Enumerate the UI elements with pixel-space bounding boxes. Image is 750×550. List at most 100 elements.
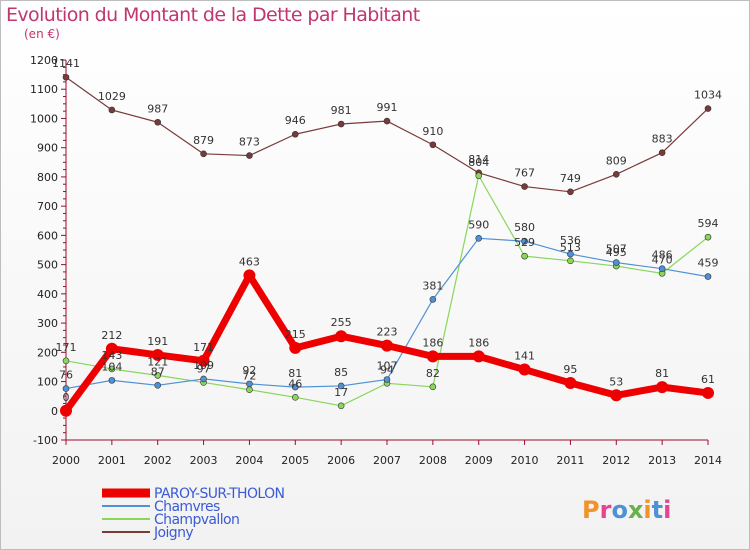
data-label: 171 — [56, 341, 77, 354]
data-label: 529 — [514, 236, 535, 249]
data-label: 186 — [468, 336, 489, 349]
data-label: 0 — [63, 391, 70, 404]
data-point — [246, 380, 253, 388]
data-label: 87 — [151, 365, 165, 378]
data-point — [154, 372, 162, 379]
series-line — [65, 76, 709, 193]
data-label: 81 — [655, 367, 669, 380]
data-point — [151, 348, 164, 361]
data-point — [521, 183, 528, 190]
data-label: 215 — [285, 328, 306, 341]
data-point — [518, 363, 531, 376]
data-label: 470 — [652, 253, 673, 266]
data-point — [426, 350, 439, 363]
data-label: 109 — [193, 359, 214, 372]
data-point — [105, 342, 118, 355]
x-tick-label: 2003 — [190, 454, 218, 467]
data-label: 186 — [422, 336, 443, 349]
data-label: 141 — [514, 350, 535, 363]
proxiti-logo: Proxiti — [582, 496, 671, 524]
data-point — [381, 339, 393, 352]
x-tick-label: 2011 — [556, 454, 584, 467]
chart-subtitle: (en €) — [24, 27, 60, 41]
data-label: 92 — [242, 364, 256, 377]
data-label: 981 — [331, 104, 352, 117]
data-label: 107 — [377, 359, 398, 372]
data-point — [289, 341, 302, 354]
data-label: 85 — [334, 366, 348, 379]
data-point — [567, 257, 574, 265]
y-tick-label: 800 — [37, 171, 58, 184]
data-label: 94 — [380, 363, 394, 376]
data-point — [108, 106, 116, 114]
data-label: 594 — [698, 217, 719, 230]
data-point — [658, 265, 666, 273]
data-label: 486 — [652, 249, 673, 262]
data-point — [108, 365, 116, 373]
legend-label: Champvallon — [154, 512, 239, 528]
logo-letter: o — [611, 496, 628, 524]
data-label: 879 — [193, 134, 214, 147]
data-point — [200, 375, 207, 383]
y-tick-label: 500 — [37, 259, 58, 272]
logo-letter: i — [663, 496, 671, 524]
data-label: 121 — [147, 355, 168, 368]
data-label: 814 — [468, 153, 489, 166]
data-label: 61 — [701, 373, 715, 386]
data-label: 212 — [101, 329, 122, 342]
data-point — [291, 383, 299, 391]
data-point — [612, 170, 620, 178]
data-point — [383, 117, 391, 125]
logo-text: Proxiti — [582, 496, 671, 524]
data-point — [610, 389, 623, 402]
data-label: 873 — [239, 136, 260, 149]
data-point — [656, 381, 669, 394]
data-point — [567, 188, 574, 196]
data-point — [472, 350, 485, 363]
series-labels: 0 212 191 171 463 215 255 223 186 186 141 95 53 81 61 7… — [52, 57, 722, 404]
data-label: 590 — [468, 218, 489, 231]
legend-label: Chamvres — [154, 499, 220, 515]
data-point — [702, 386, 714, 399]
data-label: 255 — [331, 316, 352, 329]
chart-axes: -100 0 100 200 300 400 500 600 700 800 900 1000 1100… — [30, 54, 722, 467]
data-label: 463 — [239, 255, 260, 268]
data-label: 53 — [609, 375, 623, 388]
data-point — [521, 252, 528, 260]
x-tick-label: 2010 — [511, 454, 539, 467]
data-point — [108, 377, 116, 384]
data-point — [475, 235, 483, 242]
data-point — [154, 118, 162, 126]
data-point — [475, 172, 483, 180]
data-label: 749 — [560, 172, 581, 185]
data-label: 143 — [101, 349, 122, 362]
x-tick-label: 2009 — [465, 454, 493, 467]
logo-letter: t — [652, 496, 663, 524]
logo-letter: r — [600, 496, 612, 524]
data-label: 46 — [288, 377, 302, 390]
logo-letter: P — [582, 496, 600, 524]
data-point — [337, 120, 345, 128]
data-point — [429, 141, 437, 149]
data-label: 81 — [288, 367, 302, 380]
data-label: 767 — [514, 167, 535, 180]
chart-title: Evolution du Montant de la Dette par Hab… — [6, 4, 420, 26]
data-point — [337, 402, 345, 410]
x-tick-label: 2002 — [144, 454, 172, 467]
data-point — [291, 130, 299, 138]
chart-legend: PAROY-SUR-THOLONChamvresChampvallonJoign… — [102, 486, 285, 541]
x-tick-label: 2007 — [373, 454, 401, 467]
logo-letter: i — [643, 496, 651, 524]
data-label: 97 — [197, 362, 211, 375]
x-tick-label: 2012 — [602, 454, 630, 467]
data-label: 536 — [560, 234, 581, 247]
data-label: 95 — [563, 363, 577, 376]
data-point — [704, 233, 712, 241]
data-label: 1141 — [52, 57, 80, 70]
data-label: 82 — [426, 367, 440, 380]
data-point — [60, 404, 72, 417]
data-point — [658, 149, 666, 156]
data-label: 507 — [606, 243, 627, 256]
y-tick-label: 100 — [37, 376, 58, 389]
